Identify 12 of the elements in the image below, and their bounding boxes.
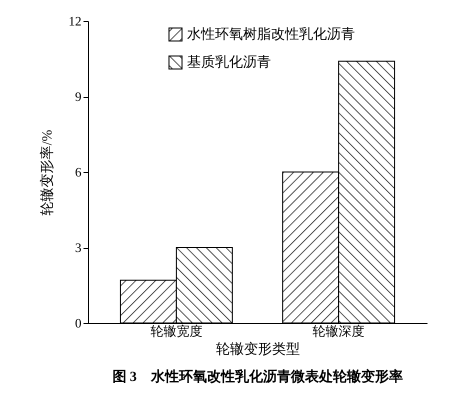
y-tick-label: 6: [75, 164, 82, 180]
x-tick-label: 轮辙深度: [312, 324, 365, 338]
x-tick-label: 轮辙宽度: [150, 324, 202, 338]
y-tick-label: 9: [75, 89, 82, 104]
legend-label: 水性环氧树脂改性乳化沥青: [187, 26, 355, 42]
y-tick-label: 3: [75, 240, 82, 255]
legend-label: 基质乳化沥青: [187, 54, 271, 70]
text: 图 3 水性环氧改性乳化沥青微表处轮辙变形率: [112, 368, 403, 385]
y-tick-label: 0: [75, 316, 82, 330]
y-axis-title: 轮辙变形率/%: [40, 129, 56, 216]
y-tick-label: 12: [68, 14, 82, 28]
x-axis-title: 轮辙变形类型: [216, 342, 300, 358]
